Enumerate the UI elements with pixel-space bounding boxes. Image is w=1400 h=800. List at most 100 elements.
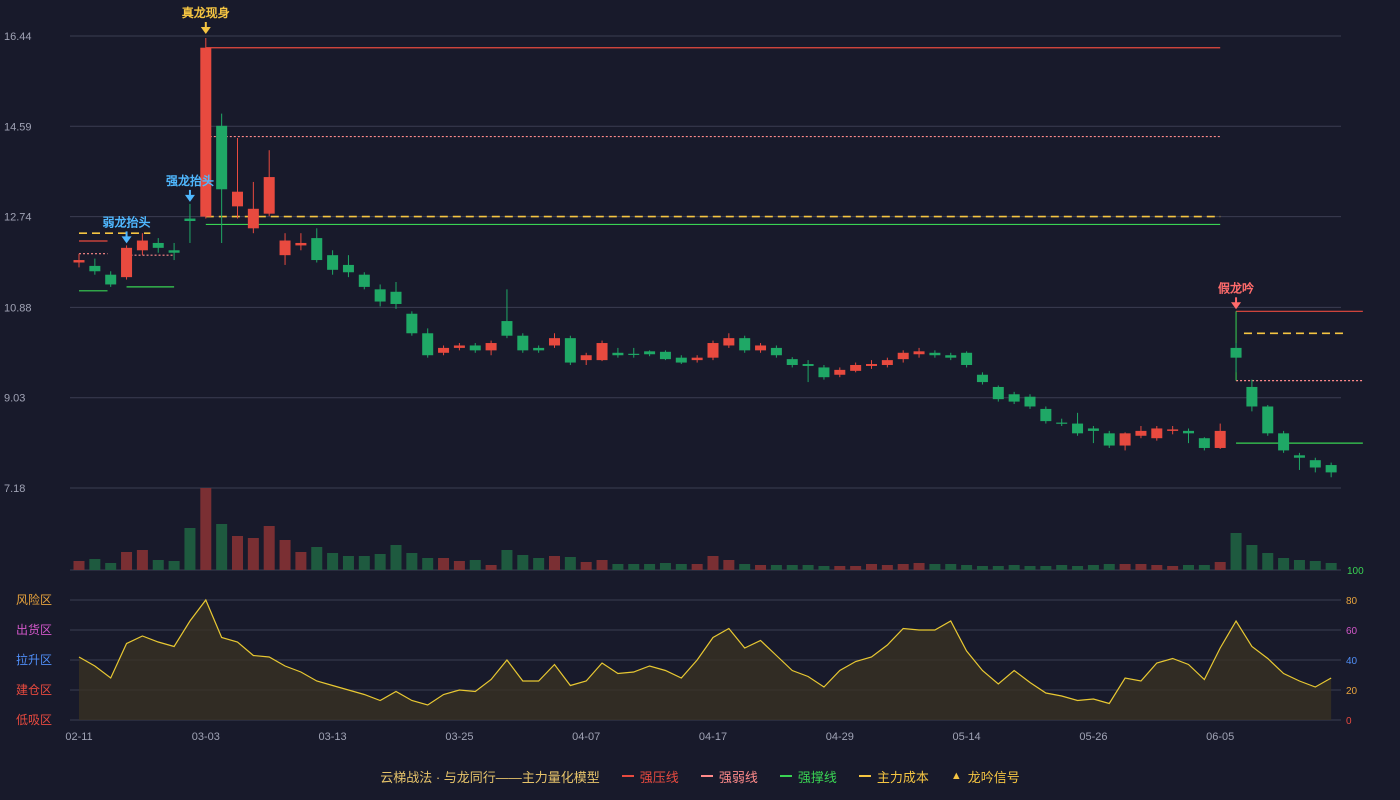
signal-label: 真龙现身 — [182, 5, 230, 20]
candle-body — [152, 242, 164, 248]
candle — [770, 345, 782, 358]
volume-bar — [327, 553, 339, 570]
candle — [929, 350, 941, 358]
candle — [311, 228, 323, 263]
candle-body — [1262, 406, 1274, 434]
volume-bar — [1198, 565, 1210, 570]
volume-bar — [1167, 566, 1179, 570]
candle-body — [1072, 423, 1084, 434]
volume-bar — [691, 564, 703, 570]
candle-body — [232, 191, 243, 207]
legend-label-signal: 龙吟信号 — [967, 769, 1020, 785]
candle — [1262, 405, 1274, 436]
candle-body — [184, 218, 196, 221]
candle — [596, 340, 608, 362]
candle-body — [374, 289, 386, 302]
volume-bar — [247, 538, 259, 570]
volume-bar — [533, 558, 545, 570]
legend-item-cost[interactable]: 主力成本 — [858, 767, 929, 786]
candle-body — [247, 208, 259, 229]
candle — [438, 345, 450, 356]
volume-bar — [1103, 564, 1115, 570]
candle-body — [1008, 394, 1020, 402]
candle-body — [992, 386, 1004, 400]
candle-body — [136, 240, 148, 251]
zone-label: 拉升区 — [16, 652, 52, 667]
volume-bar — [755, 565, 767, 570]
legend-item-pressure[interactable]: 强压线 — [621, 767, 679, 786]
candle-body — [311, 238, 323, 261]
candle — [152, 238, 164, 253]
candle-body — [1198, 438, 1210, 448]
candle-body — [406, 313, 418, 334]
candle — [184, 203, 196, 243]
support-swatch-icon — [779, 775, 792, 777]
candle — [247, 181, 259, 234]
date-tick-label: 04-29 — [826, 731, 854, 743]
candle-body — [342, 264, 354, 273]
candle — [834, 367, 846, 378]
candle-body — [818, 367, 830, 378]
candle — [200, 37, 212, 219]
candle — [533, 345, 545, 353]
candle — [1119, 432, 1131, 451]
volume-bar — [358, 556, 370, 570]
candle-body — [327, 255, 339, 270]
volume-bar — [136, 550, 148, 570]
legend-item-support[interactable]: 强撑线 — [779, 767, 837, 786]
candle — [374, 284, 386, 307]
candle-body — [121, 247, 133, 278]
volume-bar — [406, 553, 418, 570]
candle — [295, 233, 307, 251]
candle — [786, 357, 798, 368]
date-tick-label: 05-26 — [1079, 731, 1107, 743]
candle — [549, 333, 560, 348]
candle — [675, 355, 687, 365]
volume-bar — [834, 566, 846, 570]
candle-body — [976, 374, 988, 383]
date-tick-label: 05-14 — [953, 731, 981, 743]
indicator-tick-label: 20 — [1346, 686, 1358, 697]
volume-bar — [1087, 565, 1099, 570]
candle-body — [279, 240, 291, 256]
candle — [1135, 426, 1147, 439]
signal-label: 弱龙抬头 — [103, 214, 151, 229]
candle-body — [1214, 430, 1226, 448]
volume-bar — [1151, 565, 1163, 570]
volume-bar — [1325, 563, 1337, 570]
signal-arrow-head-icon — [1231, 302, 1242, 310]
volume-bar — [723, 560, 735, 570]
candle-body — [73, 260, 85, 263]
candle-body — [897, 352, 909, 360]
candle-body — [1230, 347, 1242, 358]
volume-bar — [374, 554, 386, 570]
candle-body — [770, 347, 782, 356]
date-tick-label: 04-17 — [699, 731, 727, 743]
candle — [168, 242, 180, 261]
volume-bar — [152, 560, 164, 570]
volume-bar — [881, 565, 893, 570]
signal-label: 假龙吟 — [1218, 280, 1254, 295]
volume-bar — [549, 556, 560, 570]
candle-body — [612, 352, 624, 356]
legend-item-signal[interactable]: ▲ 龙吟信号 — [951, 767, 1020, 786]
candle — [707, 340, 719, 361]
candle-body — [1293, 455, 1305, 458]
volume-bar — [1056, 565, 1068, 570]
pressure-swatch-icon — [621, 775, 634, 777]
candle — [469, 343, 481, 353]
candle — [485, 340, 497, 356]
zone-label: 建仓区 — [16, 683, 52, 697]
candle — [232, 138, 243, 219]
candle-body — [453, 345, 465, 348]
candle — [564, 335, 576, 365]
volume-bar — [659, 563, 671, 570]
candle-body — [1151, 428, 1163, 439]
candle-body — [929, 352, 941, 356]
candle — [1246, 379, 1258, 412]
candle-body — [913, 351, 925, 355]
legend-item-weak-pressure[interactable]: 强弱线 — [700, 767, 758, 786]
volume-bar — [866, 564, 877, 570]
candle — [89, 258, 101, 275]
